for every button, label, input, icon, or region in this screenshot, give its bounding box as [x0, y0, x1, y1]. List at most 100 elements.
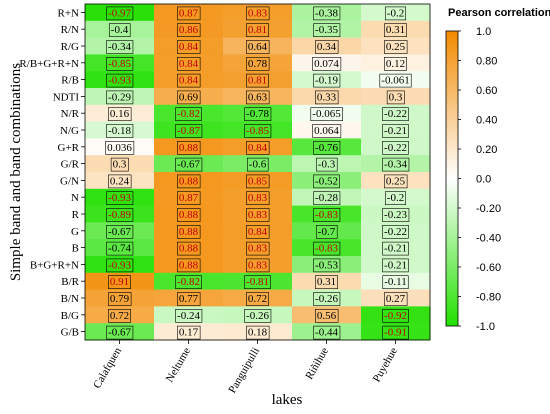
cell-value-text: 0.69 — [179, 91, 199, 103]
heatmap-cell — [223, 289, 293, 307]
cell-value-text: -0.91 — [384, 327, 407, 339]
cell-value-label: 0.17 — [177, 325, 201, 340]
heatmap-cell — [154, 256, 224, 274]
cell-value-text: 0.72 — [248, 293, 267, 305]
cell-value-box — [313, 73, 341, 88]
cell-value-text: -0.21 — [384, 259, 407, 271]
cell-value-text: -0.83 — [315, 209, 338, 221]
cell-value-label: 0.79 — [108, 292, 132, 306]
cell-value-text: 0.86 — [179, 24, 199, 36]
cell-value-text: 0.33 — [317, 91, 337, 103]
cell-value-text: 0.074 — [314, 58, 339, 70]
cell-value-text: -0.19 — [315, 75, 338, 87]
cell-value-label: 0.83 — [246, 208, 270, 222]
cell-value-label: -0.74 — [106, 241, 134, 256]
heatmap-cell — [361, 71, 431, 89]
cell-value-box — [108, 308, 131, 323]
heatmap-cell — [85, 256, 155, 274]
cell-value-label: -0.97 — [106, 6, 134, 21]
cell-value-label: -0.93 — [106, 191, 134, 205]
cell-value-text: 0.79 — [110, 293, 130, 305]
cell-value-text: -0.89 — [108, 209, 131, 221]
heatmap-cell — [223, 222, 293, 240]
cell-value-text: -0.34 — [384, 159, 407, 171]
cell-value-label: 0.78 — [246, 57, 270, 71]
cell-value-label: -0.21 — [382, 258, 409, 273]
cell-value-text: -0.26 — [246, 310, 269, 322]
heatmap-cell — [292, 239, 362, 257]
heatmap-cell — [154, 222, 224, 240]
cell-value-label: 0.3 — [386, 90, 405, 105]
heatmap-cell — [154, 4, 224, 22]
cell-value-label: -0.91 — [382, 325, 409, 340]
cell-value-box — [246, 141, 270, 155]
cell-value-text: -0.4 — [111, 24, 129, 36]
cell-value-label: -0.85 — [244, 124, 272, 138]
cell-value-text: -0.93 — [108, 75, 131, 87]
cell-value-box — [106, 225, 134, 239]
cell-value-label: 0.88 — [177, 208, 201, 222]
cell-value-label: -0.3 — [315, 157, 338, 172]
heatmap-cell — [154, 20, 224, 39]
cell-value-box — [313, 23, 341, 38]
x-tick-label: Neltume — [164, 345, 193, 384]
heatmap-cell — [292, 138, 362, 156]
cell-value-label: -0.83 — [313, 208, 341, 222]
y-tick-labels: R+N R/N R/G R/B+G+R+N R/B NDTI N/R N/G G+R G/R G/N… — [19, 7, 85, 339]
cell-value-text: 0.84 — [179, 41, 199, 53]
cell-value-label: -0.11 — [382, 275, 409, 290]
heatmap-cell — [154, 323, 224, 341]
colorbar-tick-label: -0.20 — [476, 203, 501, 215]
cell-value-box — [177, 73, 201, 88]
cell-value-box — [382, 275, 409, 290]
cell-value-text: 0.3 — [389, 91, 403, 103]
cell-value-box — [382, 225, 409, 239]
heatmap-cell — [85, 272, 155, 291]
cell-value-box — [175, 308, 203, 323]
cell-value-text: -0.23 — [384, 209, 407, 221]
cell-value-box — [379, 73, 412, 88]
cell-value-text: -0.76 — [315, 142, 338, 154]
cell-value-text: 0.78 — [248, 58, 268, 70]
cell-value-label: -0.81 — [244, 275, 271, 290]
heatmap-cell — [292, 88, 362, 106]
cell-value-box — [106, 124, 134, 138]
heatmap-cell — [85, 239, 155, 257]
cell-value-box — [175, 275, 202, 290]
heatmap-cell — [223, 71, 293, 89]
cell-value-label: -0.2 — [384, 191, 407, 205]
cell-value-box — [108, 23, 131, 38]
heatmap-cell — [154, 188, 224, 207]
cell-value-label: 0.85 — [246, 174, 270, 189]
heatmap-cell — [223, 88, 293, 106]
cell-value-text: 0.18 — [248, 327, 268, 339]
heatmap-cell — [85, 121, 155, 139]
cell-value-box — [106, 73, 134, 88]
cell-value-box — [313, 191, 341, 205]
heatmap-cell — [223, 138, 293, 156]
cell-value-text: -0.3 — [318, 159, 336, 171]
cell-value-box — [177, 191, 201, 205]
cell-value-box — [382, 157, 410, 172]
cell-value-text: 0.84 — [248, 226, 268, 238]
cell-value-box — [313, 6, 341, 21]
heatmap-cell — [223, 272, 293, 291]
cell-value-box — [177, 6, 201, 21]
cell-value-label: 0.83 — [246, 241, 270, 256]
cell-value-box — [312, 57, 342, 71]
colorbar-tick-label: 1.0 — [476, 26, 491, 38]
x-tick-label: Calafquen — [91, 345, 124, 391]
cell-value-label: -0.4 — [108, 23, 131, 38]
cell-value-box — [315, 157, 338, 172]
x-tick-labels: Calafquen Neltume Panguipulli Riñihue Puyehu… — [91, 340, 400, 395]
heatmap-cell — [223, 323, 293, 341]
heatmap-cell — [154, 138, 224, 156]
cell-value-text: -0.061 — [381, 75, 409, 87]
x-tick-label: Riñihue — [303, 345, 331, 381]
cell-value-box — [382, 258, 409, 273]
cell-value-label: -0.82 — [175, 275, 202, 290]
cell-value-text: 0.91 — [110, 276, 129, 288]
cell-value-text: -0.81 — [246, 276, 269, 288]
heatmap-cell — [361, 88, 431, 106]
